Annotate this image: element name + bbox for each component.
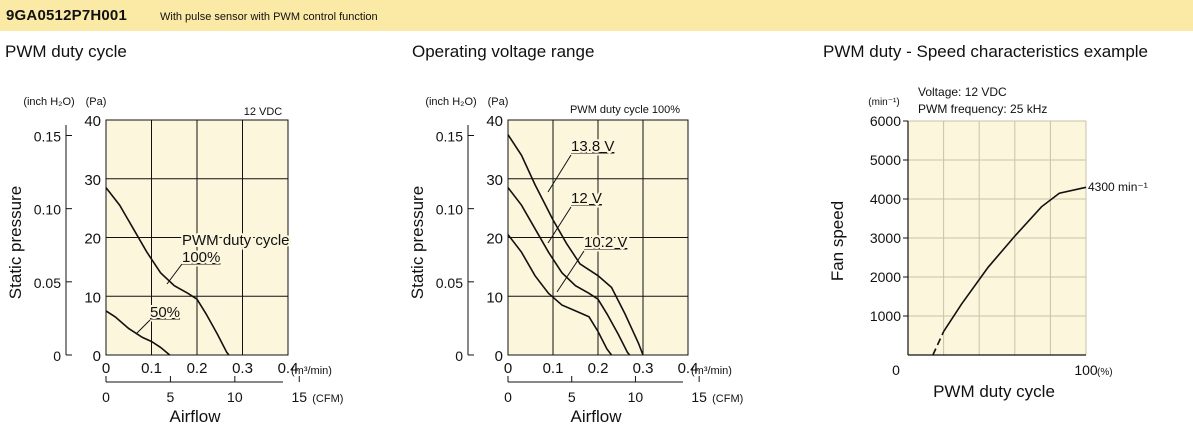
chart3-xtick-label: 0 (892, 362, 900, 378)
chart2-series-line-1 (507, 134, 644, 356)
chart2-xlabel: Airflow (570, 407, 622, 426)
chart1-title: PWM duty cycle (5, 42, 127, 61)
chart1-x2tick-label: 0 (102, 389, 110, 405)
chart3-y-unit: (min⁻¹) (868, 97, 899, 108)
chart2-label-10v2: 10.2 V (584, 234, 627, 251)
chart2-y2-unit: (inch H₂O) (425, 96, 476, 108)
chart2-series-line-3 (507, 234, 613, 356)
chart2-label-13v8-leader (547, 154, 572, 193)
chart3-ytick-label: 5000 (870, 152, 901, 168)
chart2-label-10v2-leader (556, 250, 585, 293)
chart1-xtick-label: 0.3 (232, 360, 253, 377)
chart3-ytick-label: 4000 (870, 191, 901, 207)
chart2-xtick-label: 0 (504, 360, 512, 377)
chart1-x-unit: (m³/min) (291, 365, 332, 377)
chart3-xtick-label: 100 (1074, 362, 1098, 378)
chart2-x-unit: (m³/min) (691, 365, 732, 377)
chart2-label-12v: 12 V (571, 190, 602, 207)
chart1-y2tick-label: 0.15 (34, 128, 61, 144)
chart2-ytick-label: 10 (486, 289, 503, 306)
chart1-x2tick-label: 5 (167, 389, 175, 405)
chart3-max-speed-label: 4300 min⁻¹ (1088, 180, 1148, 194)
chart1-label-100: 100% (182, 249, 220, 266)
chart1-xtick-label: 0.2 (187, 360, 208, 377)
chart1-y2tick-label: 0.05 (34, 275, 61, 291)
chart3-title: PWM duty - Speed characteristics example (823, 42, 1149, 61)
chart1-y2-unit: (inch H₂O) (23, 96, 74, 108)
chart3-voltage-label: Voltage: 12 VDC (918, 85, 1007, 99)
chart2-y2tick-label: 0.05 (436, 275, 463, 291)
chart1-xlabel: Airflow (169, 407, 221, 426)
chart1-xtick-label: 0 (102, 360, 110, 377)
chart1-ytick-label: 30 (84, 172, 101, 189)
chart2-xtick-label: 0.1 (543, 360, 564, 377)
chart2-x2tick-label: 5 (568, 389, 576, 405)
chart2-ylabel: Static pressure (408, 186, 427, 299)
chart3-ytick-label: 6000 (870, 113, 901, 129)
header-banner: 9GA0512P7H001 With pulse sensor with PWM… (0, 0, 1193, 31)
chart1-leader-50 (135, 319, 151, 335)
chart1-x2tick-label: 10 (227, 389, 243, 405)
chart1-legend-title: PWM duty cycle (182, 232, 290, 249)
chart1-series-line-1 (105, 187, 230, 356)
chart1-y-unit: (Pa) (86, 96, 107, 108)
model-number: 9GA0512P7H001 (6, 7, 128, 24)
chart3-ytick-label: 3000 (870, 230, 901, 246)
chart1-voltage-label: 12 VDC (244, 106, 283, 118)
chart1-leader-100 (166, 263, 183, 285)
chart1-label-50: 50% (150, 304, 180, 321)
chart1-x2tick-label: 15 (291, 389, 307, 405)
chart2-y2tick-label: 0.10 (436, 202, 463, 218)
chart2-xtick-label: 0.2 (588, 360, 609, 377)
chart2-series-line-2 (507, 187, 631, 356)
chart1-ytick-label: 20 (84, 231, 101, 248)
chart2-x2tick-label: 10 (628, 389, 644, 405)
chart1-xtick-label: 0.1 (141, 360, 162, 377)
chart3-frequency-label: PWM frequency: 25 kHz (918, 102, 1047, 116)
chart1-y2tick-label: 0.10 (34, 202, 61, 218)
chart2-ytick-label: 20 (486, 231, 503, 248)
chart3-ytick-label: 1000 (870, 308, 901, 324)
chart3-ytick-label: 2000 (870, 269, 901, 285)
chart1-ylabel: Static pressure (6, 186, 25, 299)
chart2-x2tick-label: 0 (504, 389, 512, 405)
chart2-x2-unit: (CFM) (712, 393, 743, 405)
chart2-y2tick-label: 0.15 (436, 128, 463, 144)
chart2-xtick-label: 0.3 (633, 360, 654, 377)
chart2-y-unit: (Pa) (488, 96, 509, 108)
chart3-series-dashed (932, 331, 945, 356)
chart3-series-line (942, 186, 1087, 333)
chart2-ytick-label: 30 (486, 172, 503, 189)
chart1-series-line-2 (105, 310, 171, 356)
chart1-xtick-label: 0.4 (278, 360, 299, 377)
chart2-y2tick-label: 0 (455, 348, 463, 364)
chart2-title: Operating voltage range (412, 42, 595, 61)
chart3-x-unit: (%) (1097, 367, 1113, 378)
chart2-label-12v-leader (547, 206, 572, 244)
chart1-y2tick-label: 0 (53, 348, 61, 364)
chart2-label-13v8: 13.8 V (571, 138, 614, 155)
chart1-x2-unit: (CFM) (312, 393, 343, 405)
chart1-ytick-label: 40 (84, 113, 101, 130)
chart1-ytick-label: 0 (93, 348, 101, 365)
chart3-xlabel: PWM duty cycle (933, 382, 1055, 401)
model-description: With pulse sensor with PWM control funct… (160, 11, 378, 23)
chart2-ytick-label: 0 (495, 348, 503, 365)
chart2-xtick-label: 0.4 (678, 360, 699, 377)
chart2-ytick-label: 40 (486, 113, 503, 130)
chart3-ylabel: Fan speed (828, 201, 847, 281)
chart1-ytick-label: 10 (84, 289, 101, 306)
chart2-x2tick-label: 15 (691, 389, 707, 405)
chart2-pwm-label: PWM duty cycle 100% (570, 104, 680, 116)
